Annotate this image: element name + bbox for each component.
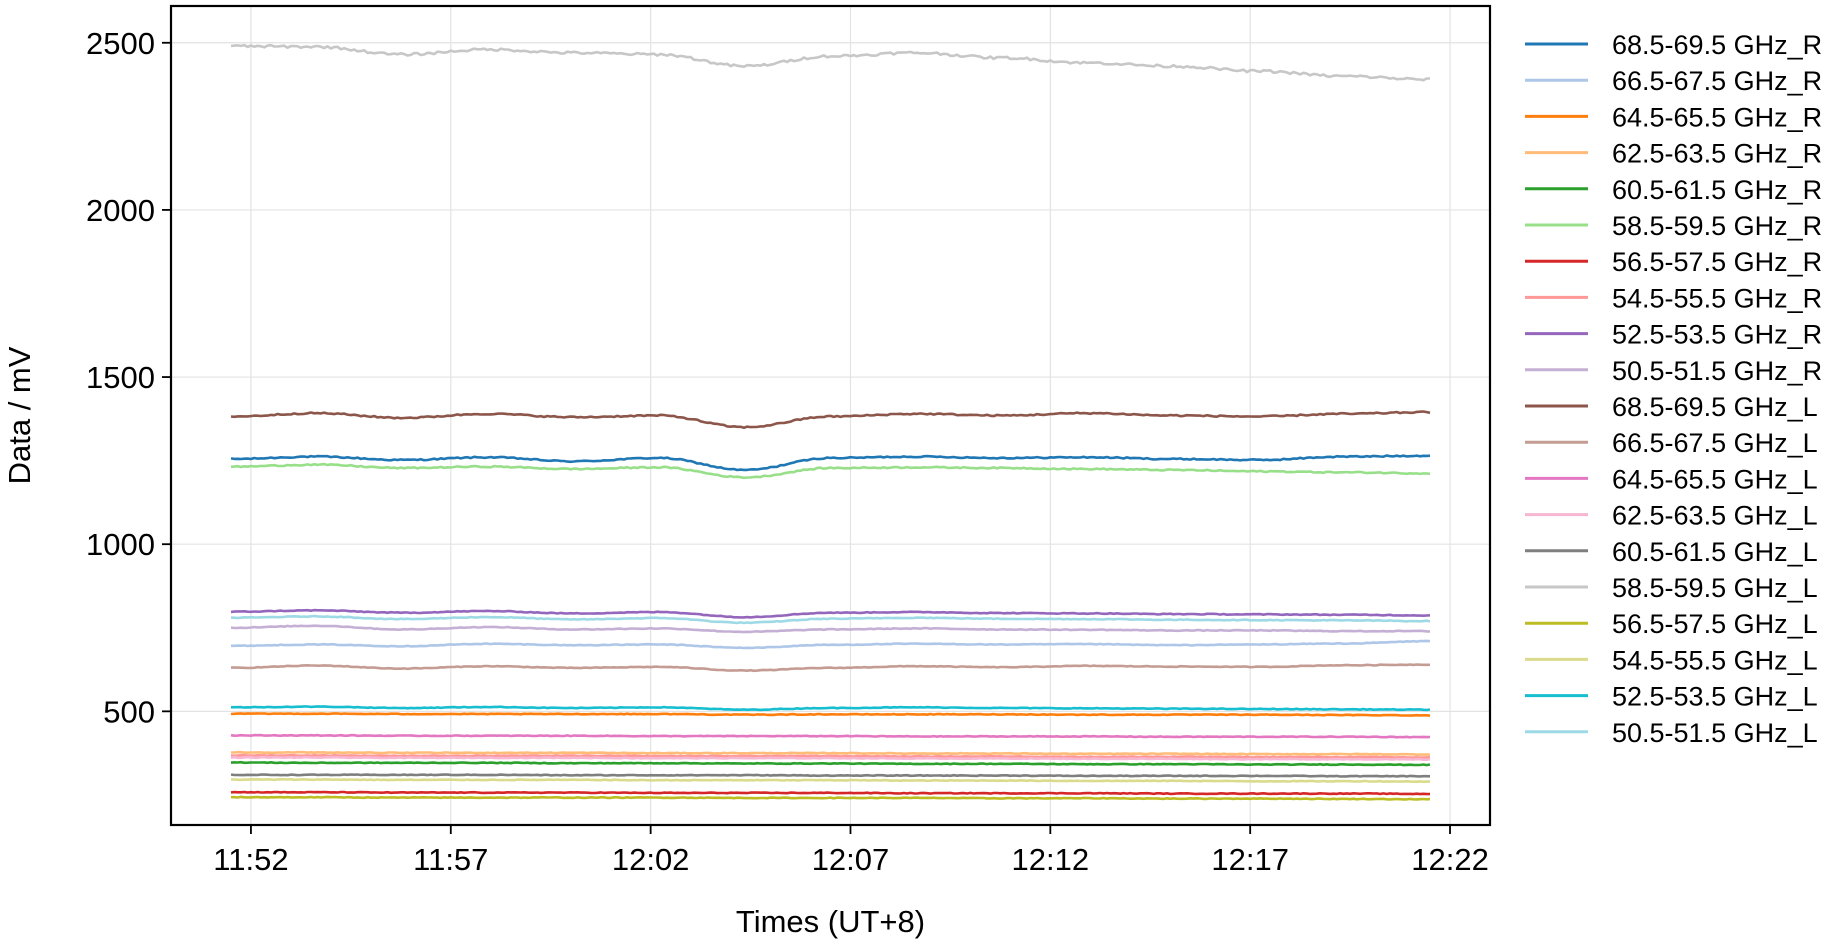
legend-label: 66.5-67.5 GHz_L <box>1612 428 1818 458</box>
series-line <box>230 753 1431 759</box>
legend-item: 58.5-59.5 GHz_L <box>1525 573 1818 603</box>
x-tick-label: 12:17 <box>1211 842 1289 877</box>
series-line <box>230 795 1431 801</box>
series-line <box>230 608 1431 619</box>
legend-label: 50.5-51.5 GHz_R <box>1612 356 1822 386</box>
x-tick-label: 12:02 <box>612 842 690 877</box>
legend-item: 64.5-65.5 GHz_R <box>1525 102 1822 132</box>
y-tick-label: 500 <box>103 694 155 729</box>
legend: 68.5-69.5 GHz_R 66.5-67.5 GHz_R 64.5-65.5 … <box>1525 30 1822 748</box>
legend-label: 60.5-61.5 GHz_R <box>1612 175 1822 205</box>
x-axis: 11:52 11:57 12:02 12:07 12:12 12:17 12:22 <box>213 825 1489 877</box>
series-line <box>230 777 1430 784</box>
legend-item: 60.5-61.5 GHz_R <box>1525 175 1822 205</box>
legend-label: 68.5-69.5 GHz_L <box>1612 392 1818 422</box>
legend-item: 60.5-61.5 GHz_L <box>1525 537 1818 567</box>
x-tick-label: 12:22 <box>1411 842 1489 877</box>
series-line <box>230 624 1430 634</box>
x-tick-label: 12:12 <box>1012 842 1090 877</box>
series-line <box>230 790 1431 796</box>
legend-label: 52.5-53.5 GHz_L <box>1612 682 1818 712</box>
series-line <box>230 43 1430 82</box>
legend-item: 54.5-55.5 GHz_L <box>1525 645 1818 675</box>
series-line <box>231 639 1431 650</box>
legend-item: 66.5-67.5 GHz_R <box>1525 66 1822 96</box>
legend-item: 64.5-65.5 GHz_L <box>1525 464 1818 494</box>
legend-item: 66.5-67.5 GHz_L <box>1525 428 1818 458</box>
legend-label: 54.5-55.5 GHz_L <box>1612 645 1818 675</box>
legend-item: 68.5-69.5 GHz_L <box>1525 392 1818 422</box>
legend-item: 52.5-53.5 GHz_L <box>1525 682 1818 712</box>
legend-label: 54.5-55.5 GHz_R <box>1612 283 1822 313</box>
legend-item: 62.5-63.5 GHz_L <box>1525 501 1818 531</box>
legend-item: 56.5-57.5 GHz_R <box>1525 247 1822 277</box>
series-lines <box>230 43 1431 801</box>
series-line <box>230 454 1431 472</box>
series-line <box>230 773 1431 778</box>
legend-label: 66.5-67.5 GHz_R <box>1612 66 1822 96</box>
legend-item: 50.5-51.5 GHz_R <box>1525 356 1822 386</box>
series-line <box>230 410 1431 430</box>
legend-label: 62.5-63.5 GHz_L <box>1612 501 1818 531</box>
legend-item: 50.5-51.5 GHz_L <box>1525 718 1818 748</box>
series-line <box>230 705 1431 712</box>
y-tick-label: 2000 <box>86 193 155 228</box>
legend-item: 68.5-69.5 GHz_R <box>1525 30 1822 60</box>
series-line <box>231 663 1430 673</box>
series-line <box>230 755 1431 762</box>
legend-label: 58.5-59.5 GHz_L <box>1612 573 1818 603</box>
legend-label: 50.5-51.5 GHz_L <box>1612 718 1818 748</box>
series-line <box>230 760 1431 767</box>
legend-label: 62.5-63.5 GHz_R <box>1612 139 1822 169</box>
legend-label: 64.5-65.5 GHz_L <box>1612 464 1818 494</box>
legend-label: 68.5-69.5 GHz_R <box>1612 30 1822 60</box>
legend-item: 54.5-55.5 GHz_R <box>1525 283 1822 313</box>
x-tick-label: 11:52 <box>213 842 288 877</box>
legend-label: 64.5-65.5 GHz_R <box>1612 102 1822 132</box>
legend-item: 58.5-59.5 GHz_R <box>1525 211 1822 241</box>
legend-label: 60.5-61.5 GHz_L <box>1612 537 1818 567</box>
series-line <box>230 462 1431 480</box>
x-axis-title: Times (UT+8) <box>736 904 925 939</box>
legend-item: 62.5-63.5 GHz_R <box>1525 139 1822 169</box>
series-line <box>230 733 1431 739</box>
x-tick-label: 12:07 <box>812 842 890 877</box>
series-line <box>231 750 1431 757</box>
y-tick-label: 2500 <box>86 26 155 61</box>
series-line <box>230 712 1431 717</box>
legend-item: 52.5-53.5 GHz_R <box>1525 320 1822 350</box>
y-axis: 500 1000 1500 2000 2500 <box>86 26 171 729</box>
legend-label: 56.5-57.5 GHz_L <box>1612 609 1818 639</box>
y-axis-title: Data / mV <box>2 346 37 484</box>
y-tick-label: 1500 <box>86 360 155 395</box>
legend-label: 52.5-53.5 GHz_R <box>1612 320 1822 350</box>
legend-label: 56.5-57.5 GHz_R <box>1612 247 1822 277</box>
y-tick-label: 1000 <box>86 527 155 562</box>
x-tick-label: 11:57 <box>413 842 488 877</box>
plot-frame <box>169 4 1492 827</box>
legend-label: 58.5-59.5 GHz_R <box>1612 211 1822 241</box>
series-line <box>230 614 1431 625</box>
legend-item: 56.5-57.5 GHz_L <box>1525 609 1818 639</box>
